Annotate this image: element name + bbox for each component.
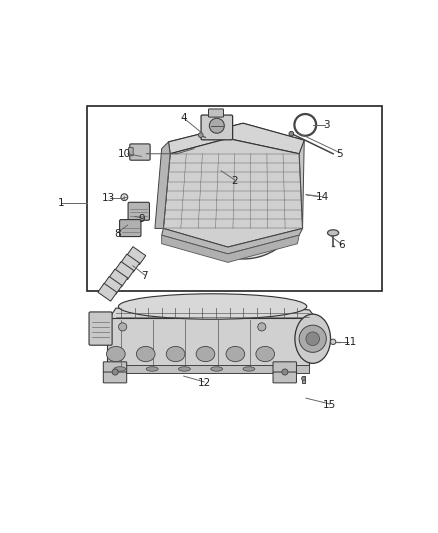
Polygon shape: [163, 139, 303, 247]
FancyBboxPatch shape: [130, 144, 150, 160]
Ellipse shape: [226, 346, 245, 362]
Circle shape: [299, 325, 326, 352]
Polygon shape: [98, 284, 117, 301]
Ellipse shape: [106, 346, 125, 362]
FancyBboxPatch shape: [120, 220, 141, 237]
Ellipse shape: [243, 367, 255, 371]
Circle shape: [306, 332, 319, 345]
Text: 2: 2: [231, 176, 238, 186]
Polygon shape: [162, 235, 299, 262]
Polygon shape: [169, 123, 304, 154]
FancyBboxPatch shape: [103, 372, 127, 383]
FancyBboxPatch shape: [89, 312, 112, 345]
Polygon shape: [120, 254, 140, 272]
Circle shape: [282, 369, 288, 375]
Circle shape: [119, 323, 127, 331]
Bar: [107, 318, 309, 368]
Polygon shape: [109, 269, 128, 287]
Text: 8: 8: [114, 229, 121, 239]
Circle shape: [112, 369, 118, 375]
Ellipse shape: [186, 154, 300, 259]
FancyBboxPatch shape: [273, 372, 297, 383]
Ellipse shape: [178, 367, 191, 371]
Ellipse shape: [295, 314, 331, 364]
Ellipse shape: [211, 367, 223, 371]
Text: 13: 13: [102, 193, 115, 203]
FancyBboxPatch shape: [128, 203, 149, 220]
Polygon shape: [163, 123, 304, 247]
Circle shape: [209, 118, 224, 133]
Polygon shape: [127, 247, 146, 264]
Text: 5: 5: [336, 149, 343, 159]
Polygon shape: [155, 142, 170, 229]
Ellipse shape: [118, 294, 307, 319]
FancyBboxPatch shape: [201, 115, 233, 140]
Circle shape: [121, 194, 128, 200]
Bar: [107, 365, 309, 373]
Text: 3: 3: [323, 120, 330, 130]
FancyBboxPatch shape: [208, 109, 223, 117]
FancyBboxPatch shape: [103, 362, 127, 373]
Ellipse shape: [328, 230, 339, 236]
Ellipse shape: [114, 367, 126, 371]
Text: 1: 1: [58, 198, 65, 208]
FancyBboxPatch shape: [273, 362, 297, 373]
Ellipse shape: [146, 367, 158, 371]
Polygon shape: [162, 229, 303, 254]
Bar: [87, 106, 382, 291]
Text: 11: 11: [343, 337, 357, 347]
Ellipse shape: [136, 346, 155, 362]
Text: 15: 15: [323, 400, 336, 410]
Ellipse shape: [166, 346, 185, 362]
Circle shape: [258, 323, 266, 331]
Polygon shape: [107, 306, 316, 335]
Polygon shape: [115, 262, 134, 279]
Text: 7: 7: [141, 271, 148, 281]
Ellipse shape: [196, 346, 215, 362]
FancyBboxPatch shape: [128, 148, 133, 156]
Polygon shape: [103, 277, 122, 294]
Circle shape: [301, 376, 306, 381]
Bar: [302, 376, 305, 383]
Ellipse shape: [256, 346, 275, 362]
Text: 10: 10: [118, 149, 131, 159]
Text: 14: 14: [316, 192, 329, 202]
Circle shape: [289, 131, 294, 136]
Circle shape: [330, 339, 336, 344]
Text: 12: 12: [198, 378, 211, 388]
Text: 4: 4: [180, 113, 187, 123]
Text: 6: 6: [338, 240, 345, 251]
Text: 9: 9: [138, 214, 145, 224]
Circle shape: [198, 133, 203, 138]
